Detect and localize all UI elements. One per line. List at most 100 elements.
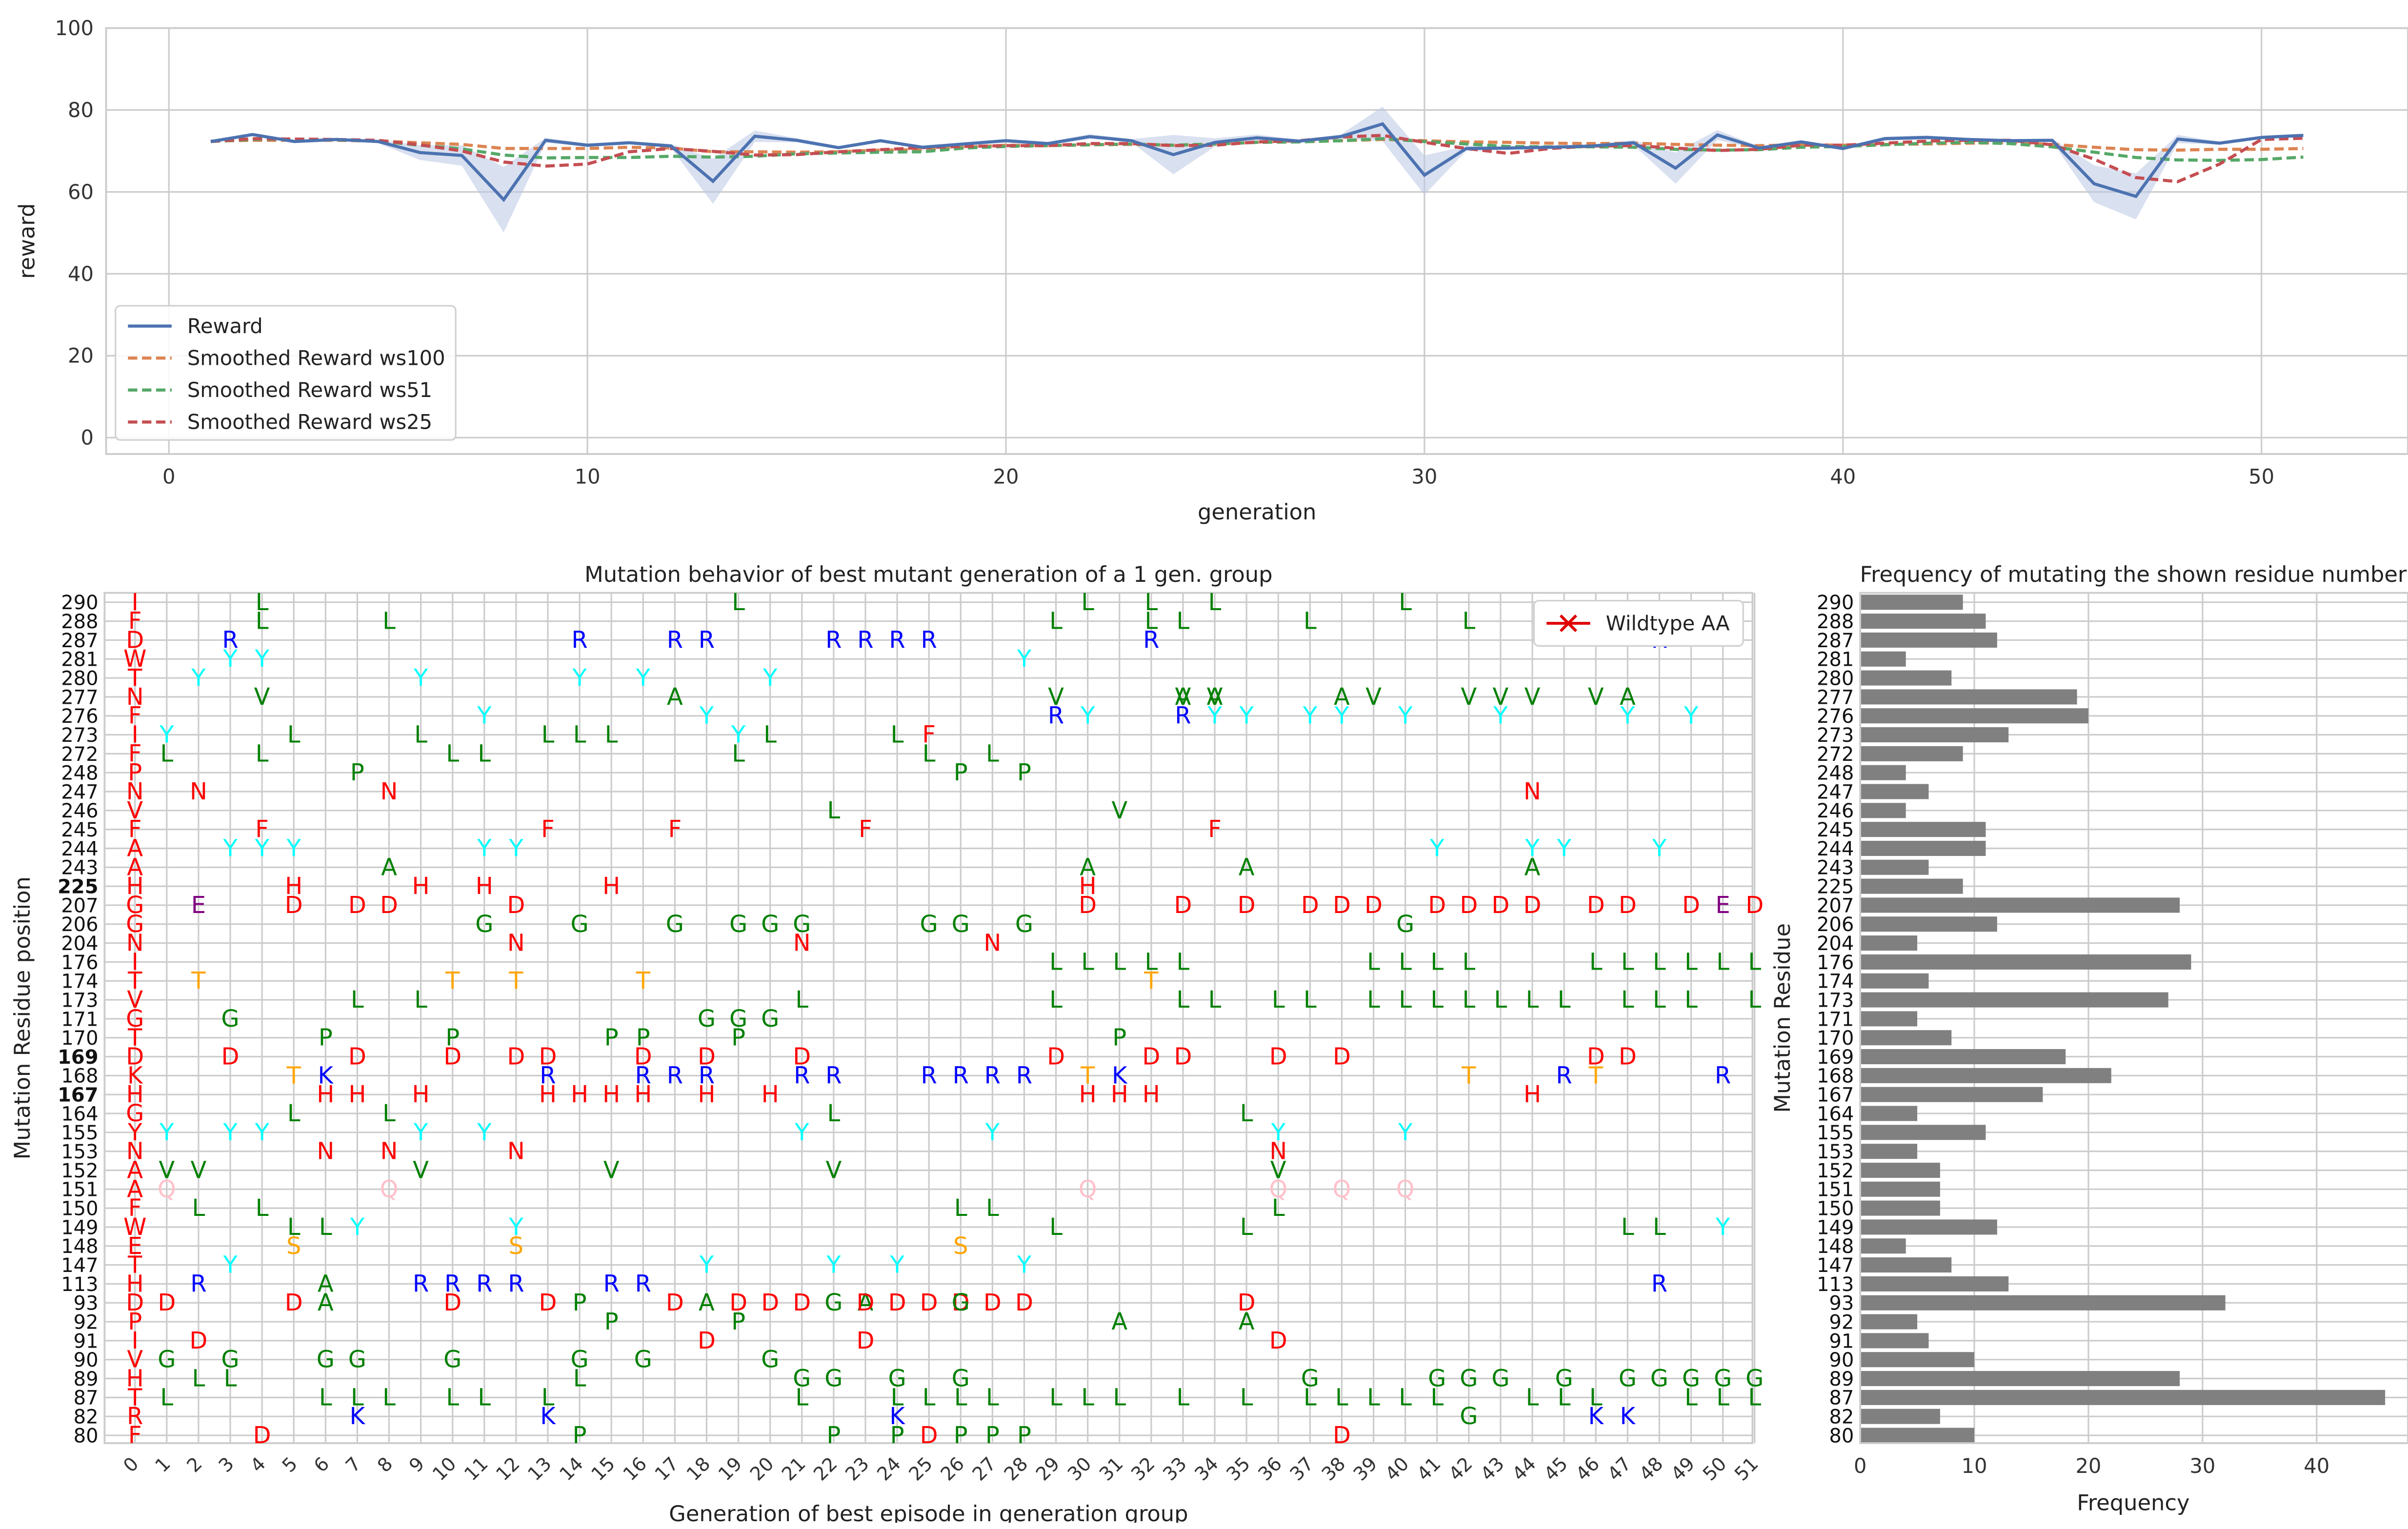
mutation-point: N	[983, 930, 1001, 957]
mutation-point: H	[698, 1081, 715, 1108]
y-tick-label: 91	[1829, 1330, 1854, 1352]
mutation-point: L	[319, 1213, 332, 1241]
mutation-point: D	[698, 1327, 716, 1354]
wildtype-residue: A	[127, 1175, 143, 1203]
mutation-point: S	[509, 1232, 523, 1260]
mutation-point: P	[573, 1289, 587, 1316]
mutation-point: Y	[286, 834, 301, 862]
frequency-bar	[1860, 840, 1986, 856]
wildtype-residue: N	[126, 930, 144, 957]
frequency-bar	[1860, 916, 1997, 932]
mutation-point: G	[952, 911, 970, 938]
mutation-point: P	[731, 1308, 745, 1335]
x-tick-label: 32	[1127, 1453, 1159, 1485]
mutation-point: D	[253, 1422, 271, 1449]
mutation-point: L	[1177, 608, 1190, 635]
mutation-point: D	[793, 1043, 811, 1071]
mutation-point: N	[190, 778, 207, 805]
legend-label-smoothed-ws25-line: Smoothed Reward ws25	[187, 410, 432, 434]
y-tick-label: 244	[1817, 838, 1854, 860]
y-tick-label: 152	[1817, 1160, 1854, 1182]
mutation-point: A	[1334, 683, 1350, 711]
mutation-point: A	[318, 1289, 334, 1316]
mutation-point: D	[221, 1043, 240, 1071]
mutation-point: F	[668, 816, 682, 843]
mutation-point: D	[888, 1289, 906, 1316]
mutation-point: L	[573, 721, 586, 749]
x-tick-label: 41	[1413, 1453, 1445, 1485]
frequency-bar	[1860, 1409, 1940, 1424]
mutation-point: L	[986, 1194, 999, 1222]
mutation-point: L	[1494, 986, 1507, 1013]
mutation-point: R	[825, 626, 842, 654]
mutation-point: K	[889, 1403, 905, 1430]
x-tick-label: 20	[2075, 1454, 2101, 1478]
wildtype-residue: A	[127, 854, 143, 881]
mutation-point: L	[1462, 948, 1475, 975]
x-axis-label: Generation of best episode in generation…	[669, 1501, 1188, 1523]
x-tick-label: 18	[682, 1453, 715, 1485]
x-tick-label: 12	[492, 1453, 524, 1485]
mutation-point: V	[1111, 797, 1127, 824]
x-tick-label: 44	[1508, 1453, 1540, 1485]
mutation-point: R	[222, 626, 238, 654]
frequency-bar	[1860, 935, 1918, 951]
mutation-point: Y	[1017, 1251, 1032, 1279]
mutation-point: D	[920, 1289, 938, 1316]
y-tick-label: 92	[74, 1311, 99, 1333]
mutation-point: T	[1144, 967, 1159, 994]
mutation-point: Q	[1333, 1175, 1351, 1203]
mutation-point: H	[539, 1081, 557, 1108]
y-tick-label: 80	[68, 98, 94, 122]
mutation-point: R	[1651, 1270, 1667, 1297]
y-tick-label: 87	[1829, 1387, 1854, 1410]
mutation-point: V	[1461, 683, 1477, 711]
y-tick-label: 92	[1829, 1311, 1854, 1333]
y-tick-label: 40	[68, 262, 94, 286]
mutation-point: Y	[699, 1251, 714, 1279]
x-tick-label: 0	[1854, 1454, 1866, 1478]
y-tick-label: 82	[74, 1406, 99, 1429]
mutation-point: L	[1177, 1384, 1190, 1411]
y-tick-label: 171	[1817, 1008, 1854, 1031]
wildtype-residue: I	[132, 721, 139, 749]
x-tick-label: 27	[968, 1453, 1001, 1485]
mutation-point: R	[857, 626, 873, 654]
mutation-point: Y	[1556, 834, 1571, 862]
x-tick-label: 14	[555, 1453, 587, 1485]
y-tick-label: 20	[68, 344, 94, 368]
mutation-point: L	[1653, 1213, 1666, 1241]
y-tick-label: 245	[1817, 819, 1854, 841]
mutation-point: G	[443, 1346, 462, 1373]
mutation-point: H	[634, 1081, 652, 1108]
mutation-point: P	[1017, 759, 1031, 786]
mutation-point: Y	[222, 1251, 238, 1279]
frequency-bar	[1860, 1314, 1918, 1330]
mutation-point: D	[634, 1043, 652, 1071]
y-tick-label: 153	[1817, 1141, 1854, 1163]
mutation-point: A	[318, 1270, 334, 1297]
mutation-point: L	[954, 1194, 967, 1222]
x-tick-label: 37	[1286, 1453, 1318, 1485]
mutation-point: L	[986, 1384, 999, 1411]
mutation-point: G	[1428, 1365, 1446, 1392]
mutation-point: N	[1524, 778, 1541, 805]
x-tick-label: 40	[1381, 1453, 1413, 1485]
mutation-point: L	[1685, 1384, 1698, 1411]
mutation-point: L	[1526, 1384, 1539, 1411]
mutation-point: G	[221, 1346, 239, 1373]
mutation-point: L	[1589, 948, 1603, 975]
mutation-point: D	[1460, 892, 1478, 919]
x-tick-label: 30	[2189, 1454, 2215, 1478]
mutation-point: D	[666, 1289, 684, 1316]
smoothed-ws51-line	[210, 137, 2304, 162]
frequency-bar	[1860, 746, 1963, 761]
frequency-bar	[1860, 859, 1929, 875]
mutation-point: G	[221, 1005, 239, 1033]
mutation-point: L	[351, 1384, 364, 1411]
mutation-point: L	[446, 1384, 459, 1411]
mutation-point: H	[1524, 1081, 1541, 1108]
mutation-point: D	[1047, 1043, 1065, 1071]
mutation-point: P	[604, 1024, 619, 1052]
mutation-point: K	[1620, 1403, 1636, 1430]
